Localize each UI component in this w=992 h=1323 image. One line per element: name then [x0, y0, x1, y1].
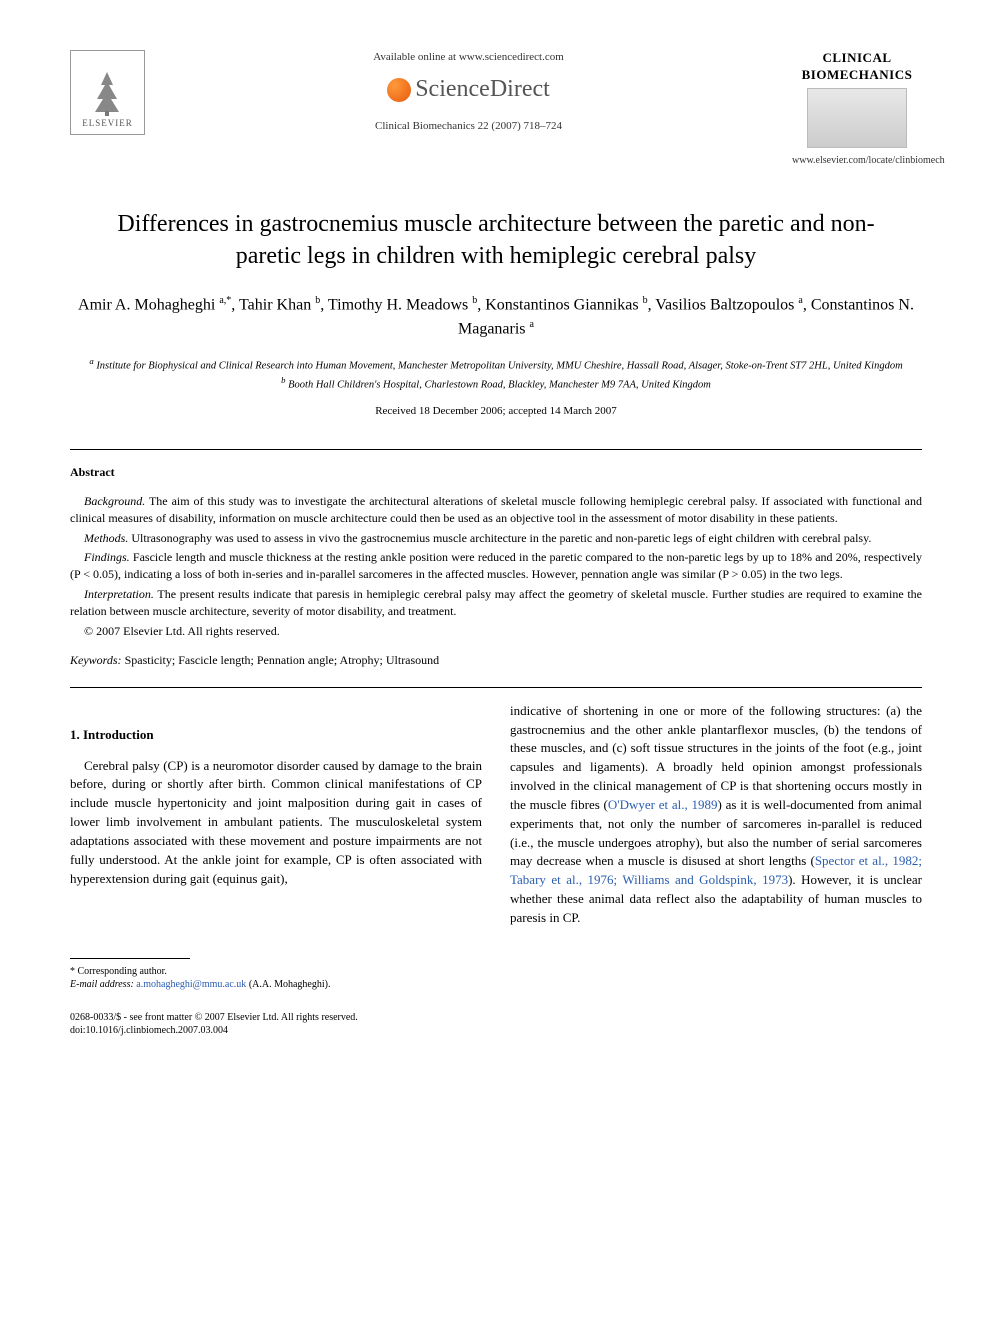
page-header: ELSEVIER Available online at www.science… [70, 50, 922, 168]
footer-doi: doi:10.1016/j.clinbiomech.2007.03.004 [70, 1025, 228, 1036]
authors-line: Amir A. Mohagheghi a,*, Tahir Khan b, Ti… [70, 293, 922, 342]
email-link[interactable]: a.mohagheghi@mmu.ac.uk [136, 979, 246, 990]
abstract-methods-label: Methods. [84, 531, 128, 545]
corresponding-author-label: * Corresponding author. [70, 966, 167, 977]
journal-title: CLINICAL BIOMECHANICS [792, 50, 922, 84]
journal-box: CLINICAL BIOMECHANICS www.elsevier.com/l… [792, 50, 922, 168]
abstract-copyright: © 2007 Elsevier Ltd. All rights reserved… [70, 623, 922, 640]
elsevier-tree-icon [85, 67, 130, 117]
abstract-findings-label: Findings. [84, 550, 130, 564]
abstract-body: Background. The aim of this study was to… [70, 493, 922, 640]
citation-link-odwyer[interactable]: O'Dwyer et al., 1989 [608, 797, 718, 812]
footer-front-matter: 0268-0033/$ - see front matter © 2007 El… [70, 1012, 358, 1023]
intro-p2a: indicative of shortening in one or more … [510, 703, 922, 812]
sciencedirect-ball-icon [387, 78, 411, 102]
sciencedirect-text: ScienceDirect [415, 73, 550, 107]
abstract-methods-text: Ultrasonography was used to assess in vi… [128, 531, 871, 545]
footnote-rule [70, 958, 190, 959]
keywords-label: Keywords: [70, 653, 122, 667]
journal-cover-thumbnail [807, 88, 907, 148]
body-columns: 1. Introduction Cerebral palsy (CP) is a… [70, 702, 922, 992]
intro-para-1: Cerebral palsy (CP) is a neuromotor diso… [70, 757, 482, 889]
affiliations: a Institute for Biophysical and Clinical… [70, 355, 922, 393]
abstract-heading: Abstract [70, 464, 922, 481]
abstract-interpretation-label: Interpretation. [84, 587, 154, 601]
journal-locate-url: www.elsevier.com/locate/clinbiomech [792, 154, 922, 168]
footer-meta: 0268-0033/$ - see front matter © 2007 El… [70, 1011, 922, 1037]
corresponding-author-footnote: * Corresponding author. E-mail address: … [70, 965, 482, 991]
keywords-line: Keywords: Spasticity; Fascicle length; P… [70, 652, 922, 669]
abstract-findings-text: Fascicle length and muscle thickness at … [70, 550, 922, 581]
section-heading-intro: 1. Introduction [70, 726, 482, 745]
rule-bottom [70, 687, 922, 688]
intro-p1-text: Cerebral palsy (CP) is a neuromotor diso… [70, 758, 482, 886]
available-online-text: Available online at www.sciencedirect.co… [165, 50, 772, 65]
citation-line: Clinical Biomechanics 22 (2007) 718–724 [165, 119, 772, 134]
journal-title-line1: CLINICAL [822, 50, 891, 65]
journal-title-line2: BIOMECHANICS [802, 67, 913, 82]
elsevier-logo-text: ELSEVIER [82, 117, 133, 130]
elsevier-logo: ELSEVIER [70, 50, 145, 135]
email-suffix: (A.A. Mohagheghi). [246, 979, 330, 990]
sciencedirect-logo: ScienceDirect [165, 73, 772, 107]
keywords-list: Spasticity; Fascicle length; Pennation a… [122, 653, 440, 667]
rule-top [70, 449, 922, 450]
intro-para-2: indicative of shortening in one or more … [510, 702, 922, 928]
received-accepted-dates: Received 18 December 2006; accepted 14 M… [70, 404, 922, 419]
abstract-interpretation-text: The present results indicate that paresi… [70, 587, 922, 618]
article-title: Differences in gastrocnemius muscle arch… [110, 208, 882, 273]
abstract-background-text: The aim of this study was to investigate… [70, 494, 922, 525]
header-center: Available online at www.sciencedirect.co… [145, 50, 792, 134]
affiliation-a: Institute for Biophysical and Clinical R… [96, 361, 902, 372]
email-label: E-mail address: [70, 979, 134, 990]
affiliation-b: Booth Hall Children's Hospital, Charlest… [288, 380, 711, 391]
abstract-background-label: Background. [84, 494, 145, 508]
